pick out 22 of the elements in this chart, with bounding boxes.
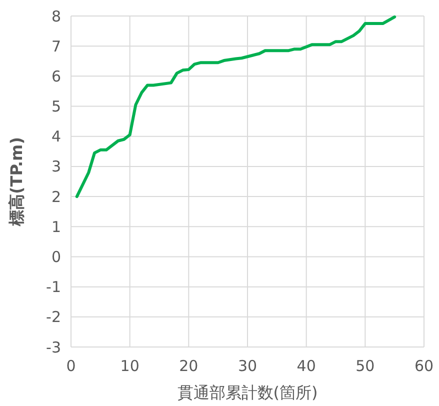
x-tick-label: 20 [179,357,198,375]
y-tick-label: 1 [51,218,61,236]
line-series [75,15,396,198]
y-tick-label: 7 [51,37,61,56]
y-axis-title: 標高(TP.m) [7,136,26,228]
x-tick-label: 0 [66,357,76,375]
x-tick-label: 60 [414,357,434,375]
y-tick-label: -2 [46,308,61,326]
y-tick-label: 2 [51,188,61,206]
x-tick-label: 50 [356,357,375,375]
y-tick-label: 6 [51,67,61,86]
y-tick-label: 5 [51,98,61,116]
x-tick-label: 40 [296,357,316,375]
y-tick-label: 4 [51,128,61,146]
y-tick-label: 3 [51,158,61,176]
x-axis-title: 貫通部累計数(箇所) [177,383,318,402]
x-tick-label: 30 [238,357,258,375]
x-tick-label: 10 [120,357,140,375]
y-tick-label: 0 [51,248,61,266]
y-tick-label: -1 [46,278,61,296]
y-tick-label: -3 [46,338,61,356]
y-tick-label: 8 [51,7,61,26]
